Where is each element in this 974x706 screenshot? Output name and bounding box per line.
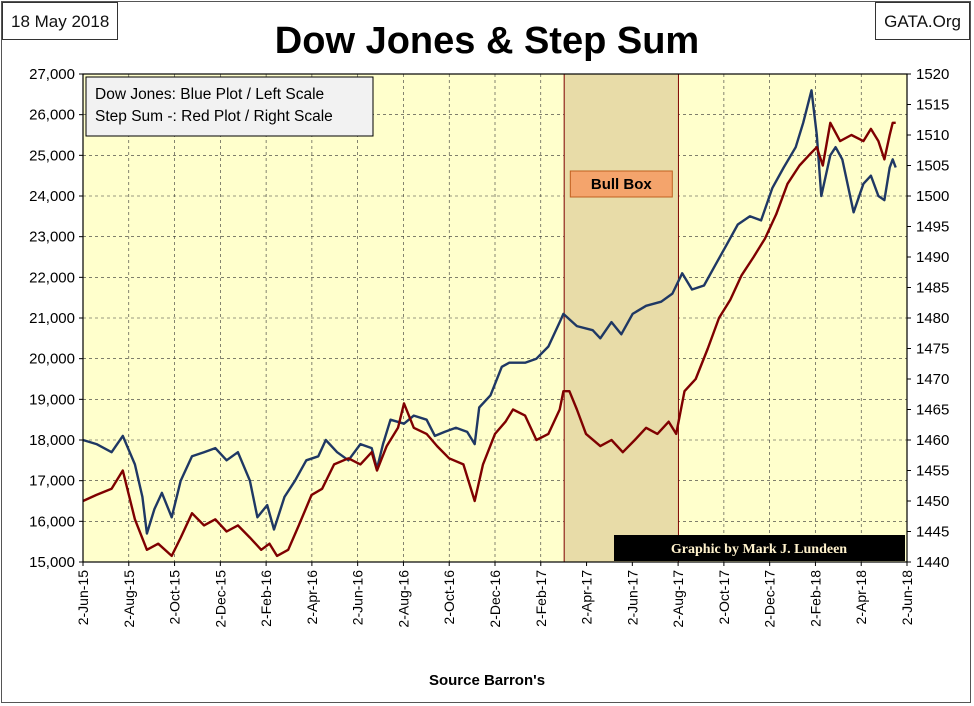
x-tick-label: 2-Feb-16 (258, 570, 274, 627)
right-tick-label: 1485 (916, 280, 949, 297)
right-tick-label: 1500 (916, 188, 949, 205)
left-tick-label: 20,000 (29, 351, 75, 368)
legend: Dow Jones: Blue Plot / Left Scale Step Su… (85, 76, 374, 137)
right-tick-label: 1505 (916, 158, 949, 175)
source-label: GATA.Org (875, 2, 970, 40)
legend-box (85, 76, 374, 137)
bull-box-shade (563, 73, 679, 563)
right-tick-label: 1455 (916, 463, 949, 480)
x-tick-label: 2-Apr-16 (304, 570, 320, 625)
left-tick-label: 16,000 (29, 513, 75, 530)
left-tick-label: 24,000 (29, 188, 75, 205)
right-tick-label: 1470 (916, 371, 949, 388)
right-tick-label: 1465 (916, 402, 949, 419)
x-tick-label: 2-Aug-17 (670, 570, 686, 628)
x-tick-label: 2-Dec-16 (487, 570, 503, 628)
x-tick-label: 2-Apr-18 (853, 570, 869, 625)
right-axis: 1440 1445 1450 1455 1460 1465 1470 1475 1480 1485… (907, 66, 949, 571)
x-tick-label: 2-Dec-15 (212, 570, 228, 628)
right-tick-label: 1480 (916, 310, 949, 327)
left-tick-label: 18,000 (29, 432, 75, 449)
chart-title: Dow Jones & Step Sum (274, 20, 700, 62)
x-axis: 2-Jun-15 2-Aug-15 2-Oct-15 2-Dec-15 2-Feb-16… (75, 562, 915, 628)
legend-entry: Step Sum -: Red Plot / Right Scale (95, 108, 333, 125)
x-tick-label: 2-Jun-15 (75, 570, 91, 625)
date-label: 18 May 2018 (2, 2, 119, 40)
left-tick-label: 26,000 (29, 107, 75, 124)
right-tick-label: 1450 (916, 493, 949, 510)
x-tick-label: 2-Jun-17 (624, 570, 640, 625)
right-tick-label: 1510 (916, 127, 949, 144)
credit-box: Graphic by Mark J. Lundeen (614, 535, 905, 561)
x-tick-label: 2-Oct-15 (167, 570, 183, 625)
right-tick-label: 1495 (916, 219, 949, 236)
left-tick-label: 21,000 (29, 310, 75, 327)
left-tick-label: 25,000 (29, 147, 75, 164)
x-tick-label: 2-Feb-17 (533, 570, 549, 627)
x-tick-label: 2-Oct-17 (716, 570, 732, 625)
bull-box: Bull Box (563, 73, 679, 563)
right-tick-label: 1515 (916, 97, 949, 114)
x-tick-label: 2-Aug-16 (395, 570, 411, 628)
series-line-dow-jones (82, 89, 897, 535)
x-tick-label: 2-Apr-17 (579, 570, 595, 625)
x-tick-label: 2-Feb-18 (807, 570, 823, 627)
right-tick-label: 1440 (916, 554, 949, 571)
bull-box-label: Bull Box (591, 176, 652, 193)
left-tick-label: 27,000 (29, 66, 75, 83)
left-tick-label: 23,000 (29, 229, 75, 246)
left-axis: 15,000 16,000 17,000 18,000 19,000 20,000 21,0… (29, 66, 83, 571)
right-tick-label: 1445 (916, 524, 949, 541)
left-tick-label: 22,000 (29, 269, 75, 286)
x-tick-label: 2-Oct-16 (441, 570, 457, 625)
right-tick-label: 1460 (916, 432, 949, 449)
x-tick-label: 2-Jun-18 (899, 570, 915, 625)
right-tick-label: 1475 (916, 341, 949, 358)
right-tick-label: 1520 (916, 66, 949, 83)
legend-entry: Dow Jones: Blue Plot / Left Scale (95, 86, 324, 103)
series-line-step-sum (82, 121, 896, 558)
credit-text: Graphic by Mark J. Lundeen (671, 542, 847, 557)
right-tick-label: 1490 (916, 249, 949, 266)
credit-box-bg (614, 535, 905, 561)
left-tick-label: 17,000 (29, 473, 75, 490)
left-tick-label: 19,000 (29, 391, 75, 408)
x-tick-label: 2-Aug-15 (121, 570, 137, 628)
x-axis-label: Source Barron's (428, 672, 546, 689)
x-tick-label: 2-Jun-16 (350, 570, 366, 625)
left-tick-label: 15,000 (29, 554, 75, 571)
x-tick-label: 2-Dec-17 (762, 570, 778, 628)
bull-box-label-bg (569, 170, 673, 198)
series-layer (82, 89, 897, 558)
